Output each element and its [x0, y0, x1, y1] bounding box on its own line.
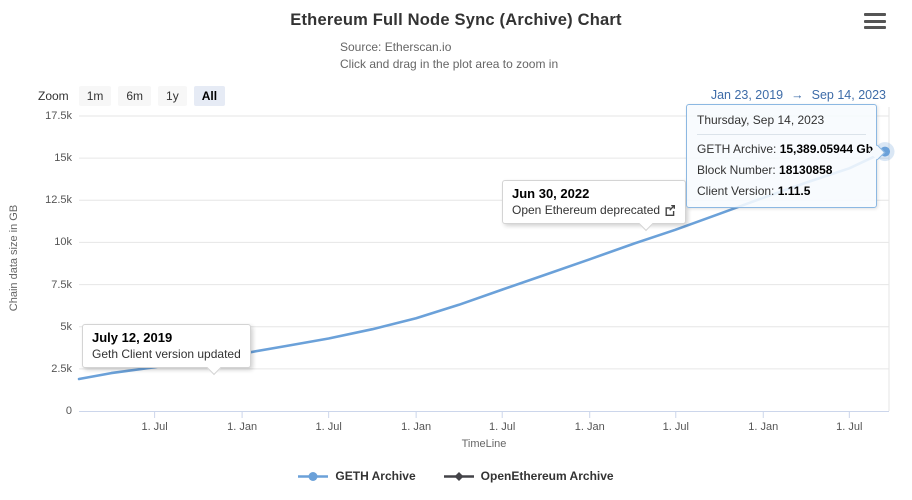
range-arrow: → — [791, 88, 804, 102]
range-from-date[interactable]: Jan 23, 2019 — [710, 88, 784, 102]
y-tick-label: 2.5k — [51, 362, 72, 375]
y-tick-label: 17.5k — [45, 110, 72, 122]
zoom-button-1y[interactable]: 1y — [158, 86, 187, 106]
zoom-button-all[interactable]: All — [193, 86, 226, 106]
zoom-buttons-group: 1m 6m 1y All — [78, 86, 226, 106]
annotation-open-ethereum-deprecated: Jun 30, 2022 Open Ethereum deprecated — [502, 180, 687, 232]
legend-label: GETH Archive — [335, 469, 416, 483]
zoom-button-1m[interactable]: 1m — [78, 86, 112, 106]
zoom-button-6m[interactable]: 6m — [118, 86, 152, 106]
annotation-text: Geth Client version updated — [92, 347, 241, 361]
chart-title: Ethereum Full Node Sync (Archive) Chart — [290, 11, 622, 29]
x-tick-label: 1. Jan — [748, 421, 779, 433]
x-tick-label: 1. Jan — [227, 421, 258, 433]
legend-line-circle-icon — [298, 471, 329, 481]
annotation-geth-client-updated: July 12, 2019 Geth Client version update… — [82, 324, 251, 376]
tooltip: Thursday, Sep 14, 2023 GETH Archive: 15,… — [686, 104, 885, 208]
x-tick-label: 1. Jan — [574, 421, 605, 433]
x-tick-label: 1. Jan — [401, 421, 432, 433]
hamburger-menu-icon[interactable] — [864, 13, 886, 29]
legend-label: OpenEthereum Archive — [480, 469, 614, 483]
chart-subtitle: Source: Etherscan.io Click and drag in t… — [340, 39, 558, 73]
tooltip-row-client-version: Client Version: 1.11.5 — [697, 184, 811, 198]
x-tick-label: 1. Jul — [662, 421, 689, 433]
annotation-date: Jun 30, 2022 — [512, 186, 590, 201]
legend-line-diamond-icon — [443, 471, 474, 481]
date-range-display: Jan 23, 2019 → Sep 14, 2023 — [711, 88, 886, 102]
y-tick-label: 12.5k — [45, 194, 72, 207]
x-tick-label: 1. Jul — [315, 421, 342, 433]
y-tick-label: 15k — [54, 152, 72, 165]
zoom-label: Zoom — [38, 89, 69, 103]
subtitle-hint: Click and drag in the plot area to zoom … — [340, 57, 559, 71]
annotation-date: July 12, 2019 — [92, 330, 173, 345]
y-tick-label: 10k — [54, 236, 72, 249]
x-axis-title: TimeLine — [461, 438, 507, 450]
x-tick-label: 1. Jul — [836, 421, 863, 433]
subtitle-source: Source: Etherscan.io — [340, 40, 452, 54]
tooltip-row-block-number: Block Number: 18130858 — [697, 163, 833, 177]
y-tick-label: 7.5k — [51, 278, 72, 291]
tooltip-row-archive-size: GETH Archive: 15,389.05944 Gb — [697, 142, 874, 156]
legend-item-geth-archive[interactable]: GETH Archive — [298, 469, 416, 483]
annotation-text[interactable]: Open Ethereum deprecated — [512, 203, 661, 217]
x-tick-label: 1. Jul — [141, 421, 168, 433]
hamburger-bar — [864, 19, 886, 23]
y-tick-label: 5k — [60, 320, 72, 333]
y-tick-label: 0 — [65, 405, 72, 417]
hamburger-bar — [864, 26, 886, 29]
legend-item-openethereum-archive[interactable]: OpenEthereum Archive — [443, 469, 614, 483]
external-link-icon[interactable] — [664, 204, 676, 216]
range-selector: Zoom 1m 6m 1y All — [38, 86, 226, 106]
tooltip-date-header: Thursday, Sep 14, 2023 — [697, 113, 866, 135]
hamburger-bar — [864, 13, 886, 16]
range-to-date[interactable]: Sep 14, 2023 — [811, 88, 886, 102]
chart-legend: GETH Archive OpenEthereum Archive — [0, 469, 912, 483]
x-tick-label: 1. Jul — [489, 421, 516, 433]
